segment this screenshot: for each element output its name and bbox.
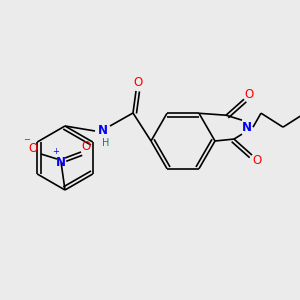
Text: O: O [134, 76, 142, 89]
Text: N: N [56, 155, 66, 169]
Text: +: + [52, 148, 59, 157]
Text: O: O [28, 142, 38, 155]
Text: −: − [23, 136, 31, 145]
Text: O: O [244, 88, 253, 101]
Text: O: O [81, 140, 91, 154]
Text: N: N [242, 121, 252, 134]
Text: N: N [98, 124, 108, 137]
Text: H: H [102, 138, 110, 148]
Text: O: O [252, 154, 262, 166]
